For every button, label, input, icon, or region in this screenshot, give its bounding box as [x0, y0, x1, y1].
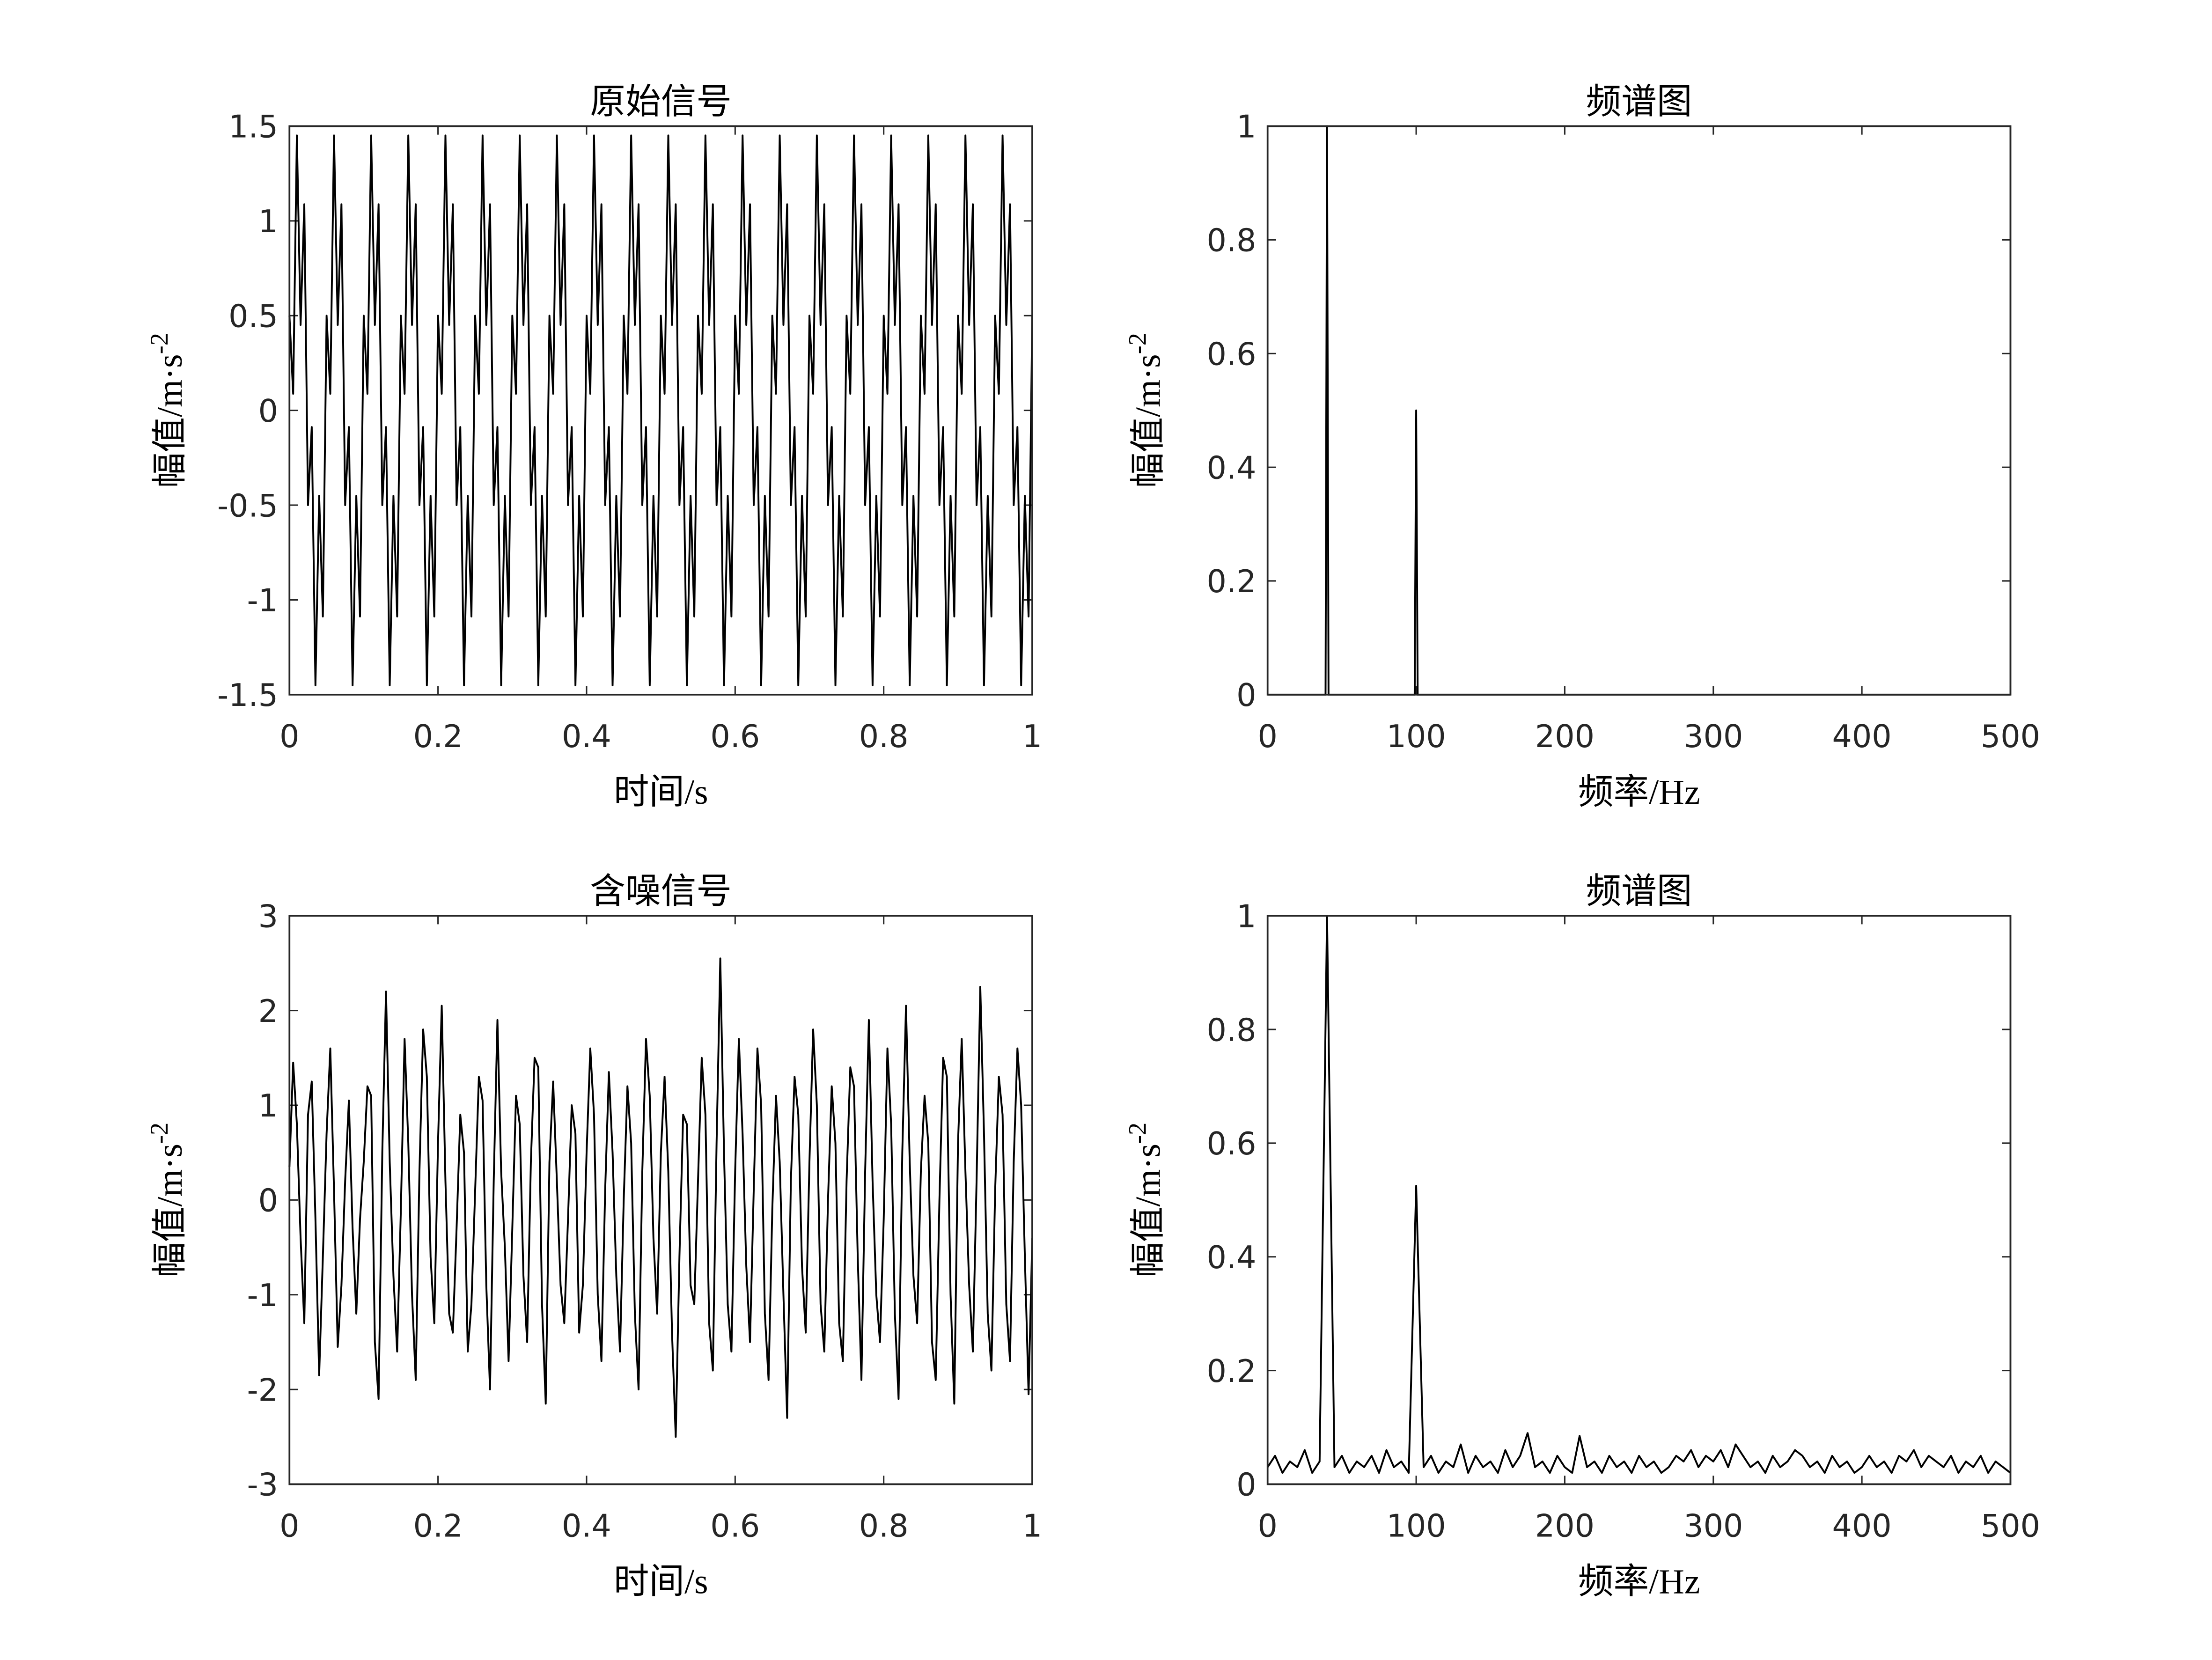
y-tick-label: 1 [258, 1087, 278, 1124]
axes-box [1266, 125, 2012, 696]
y-axis-label-text: 幅值/m·s [151, 1144, 190, 1278]
y-tick-label: 0.5 [228, 298, 278, 335]
chart-title: 原始信号 [590, 82, 732, 121]
x-tick-label: 0.2 [413, 1508, 463, 1544]
x-tick-label: 200 [1535, 718, 1595, 755]
y-tick-label: 0 [258, 393, 278, 429]
x-tick-label: 500 [1981, 718, 2040, 755]
x-tick-label: 100 [1386, 1508, 1446, 1544]
x-tick-label: 0 [279, 1508, 299, 1544]
x-tick-label: 100 [1386, 718, 1446, 755]
y-tick-label: 0.6 [1207, 1125, 1257, 1162]
y-tick-label: 0 [1236, 677, 1256, 713]
x-tick-label: 0.4 [562, 718, 611, 755]
y-axis-label-text: 幅值/m·s [1129, 354, 1168, 488]
y-tick-label: 3 [258, 898, 278, 934]
x-tick-label: 0 [1258, 1508, 1278, 1544]
axes-frame [288, 125, 1033, 696]
x-axis-label: 时间/s [614, 1563, 708, 1601]
chart-title: 频谱图 [1586, 872, 1692, 911]
x-tick-label: 1 [1022, 718, 1042, 755]
y-axis-label: 幅值/m·s-2 [1123, 1123, 1168, 1278]
y-tick-label: -1 [247, 1277, 278, 1314]
x-tick-label: 0.6 [710, 718, 760, 755]
x-tick-label: 300 [1683, 718, 1743, 755]
axes-box [288, 915, 1033, 1485]
x-axis-label: 频率/Hz [1578, 773, 1700, 812]
y-tick-label: 0 [258, 1183, 278, 1219]
y-tick-label: 0.4 [1207, 449, 1257, 486]
axes-frame [288, 915, 1033, 1485]
axes-box [1266, 915, 2012, 1485]
chart-title: 含噪信号 [590, 872, 732, 911]
y-tick-label: 1 [1236, 109, 1256, 145]
y-tick-label: -1.5 [217, 677, 278, 713]
y-tick-label: -1 [247, 582, 278, 619]
y-tick-label: 0.4 [1207, 1239, 1257, 1276]
signal-line [288, 957, 1034, 1438]
axes-box [288, 125, 1033, 696]
y-axis-label-sup: -2 [145, 1123, 173, 1144]
x-tick-label: 0.8 [859, 718, 909, 755]
x-tick-label: 0.2 [413, 718, 463, 755]
x-tick-label: 400 [1832, 718, 1892, 755]
x-tick-label: 200 [1535, 1508, 1595, 1544]
signal-line [1267, 915, 2011, 1474]
y-axis-label: 幅值/m·s-2 [145, 333, 190, 488]
y-tick-label: 1 [1236, 898, 1256, 934]
x-tick-label: 400 [1832, 1508, 1892, 1544]
y-axis-label-sup: -2 [1123, 333, 1151, 354]
x-tick-label: 500 [1981, 1508, 2040, 1544]
y-axis-label-text: 幅值/m·s [1129, 1144, 1168, 1278]
y-axis-label-text: 幅值/m·s [151, 354, 190, 488]
axes-frame [1266, 915, 2012, 1485]
x-tick-label: 0 [279, 718, 299, 755]
x-tick-label: 0.4 [562, 1508, 611, 1544]
x-tick-label: 0 [1258, 718, 1278, 755]
y-tick-label: -2 [247, 1372, 278, 1408]
y-tick-label: 0.8 [1207, 1012, 1257, 1048]
y-tick-label: 0 [1236, 1467, 1256, 1503]
y-axis-label: 幅值/m·s-2 [145, 1123, 190, 1278]
y-tick-label: 0.2 [1207, 1353, 1257, 1389]
axes-frame [1266, 125, 2012, 696]
y-axis-label: 幅值/m·s-2 [1123, 333, 1168, 488]
x-tick-label: 0.8 [859, 1508, 909, 1544]
y-tick-label: 1 [258, 203, 278, 240]
chart-title: 频谱图 [1586, 82, 1692, 121]
y-axis-label-sup: -2 [145, 333, 173, 354]
y-tick-label: 0.2 [1207, 563, 1257, 600]
x-tick-label: 300 [1683, 1508, 1743, 1544]
y-tick-label: 0.6 [1207, 336, 1257, 372]
x-tick-label: 0.6 [710, 1508, 760, 1544]
signal-line [288, 134, 1034, 686]
x-tick-label: 1 [1022, 1508, 1042, 1544]
y-tick-label: 2 [258, 993, 278, 1029]
y-tick-label: 1.5 [228, 109, 278, 145]
x-axis-label: 频率/Hz [1578, 1563, 1700, 1601]
y-tick-label: -0.5 [217, 487, 278, 524]
y-tick-label: 0.8 [1207, 222, 1257, 259]
x-axis-label: 时间/s [614, 773, 708, 812]
y-tick-label: -3 [247, 1467, 278, 1503]
y-axis-label-sup: -2 [1123, 1123, 1151, 1144]
